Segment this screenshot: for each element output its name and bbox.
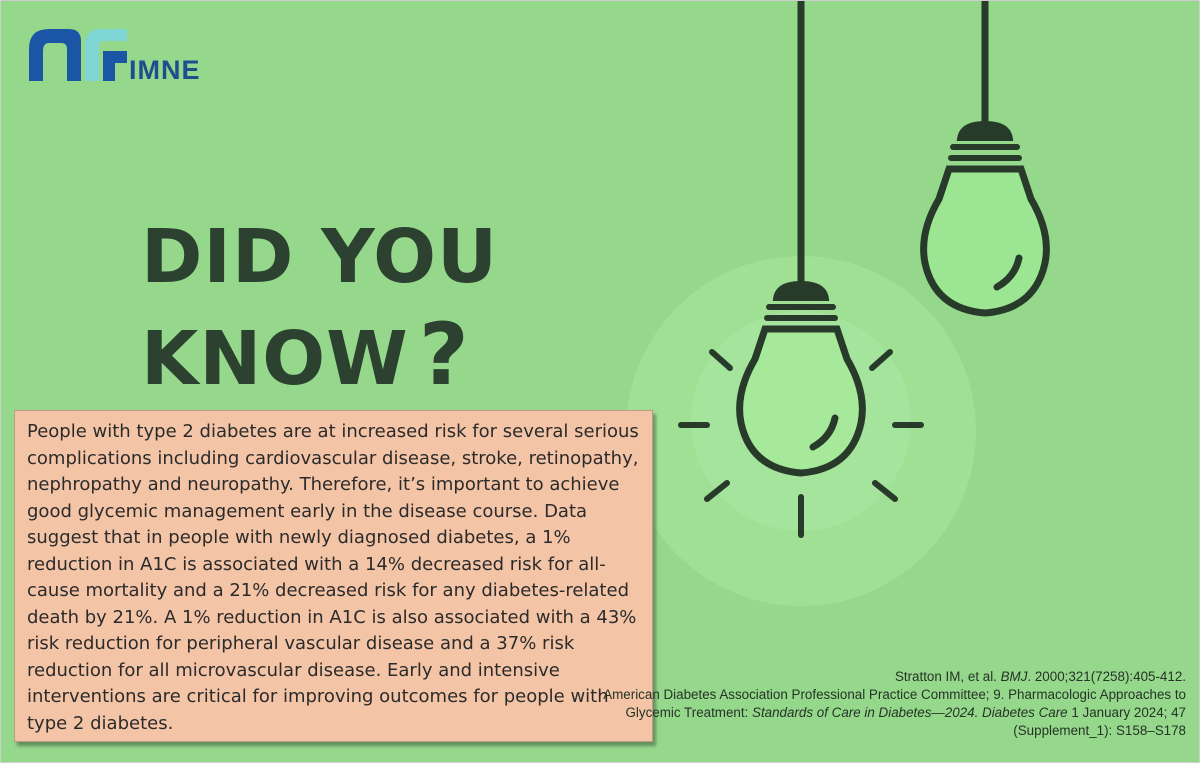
brand-name: IMNE [129,55,201,85]
references: Stratton IM, et al. BMJ. 2000;321(7258):… [586,668,1186,740]
reference-1: Stratton IM, et al. BMJ. 2000;321(7258):… [586,668,1186,686]
headline-line-1: DID YOU [141,214,499,300]
reference-2: American Diabetes Association Profession… [586,686,1186,740]
headline-know: KNOW [141,316,409,402]
glowing-lightbulb-icon [678,1,924,538]
imne-logo [29,27,219,89]
ref1-authors: Stratton IM, et al. [894,669,1001,684]
ref2-title: Standards of Care in Diabetes—2024. Diab… [752,705,1068,720]
ref2-authors: American Diabetes Association Profession… [603,687,1186,720]
question-mark: ? [418,305,470,405]
ref2-rest: 1 January 2024; 47 (Supplement_1): S158–… [1013,705,1186,738]
imne-logo-icon [29,29,127,81]
ref1-journal: BMJ [1000,669,1028,684]
ref1-rest: . 2000;321(7258):405-412. [1027,669,1186,684]
hanging-lightbulb-icon [920,1,1050,317]
info-box: People with type 2 diabetes are at incre… [14,410,653,742]
body-text: People with type 2 diabetes are at incre… [27,421,639,734]
headline-line-2: KNOW? [141,306,498,408]
headline: DID YOU KNOW? [141,208,498,408]
